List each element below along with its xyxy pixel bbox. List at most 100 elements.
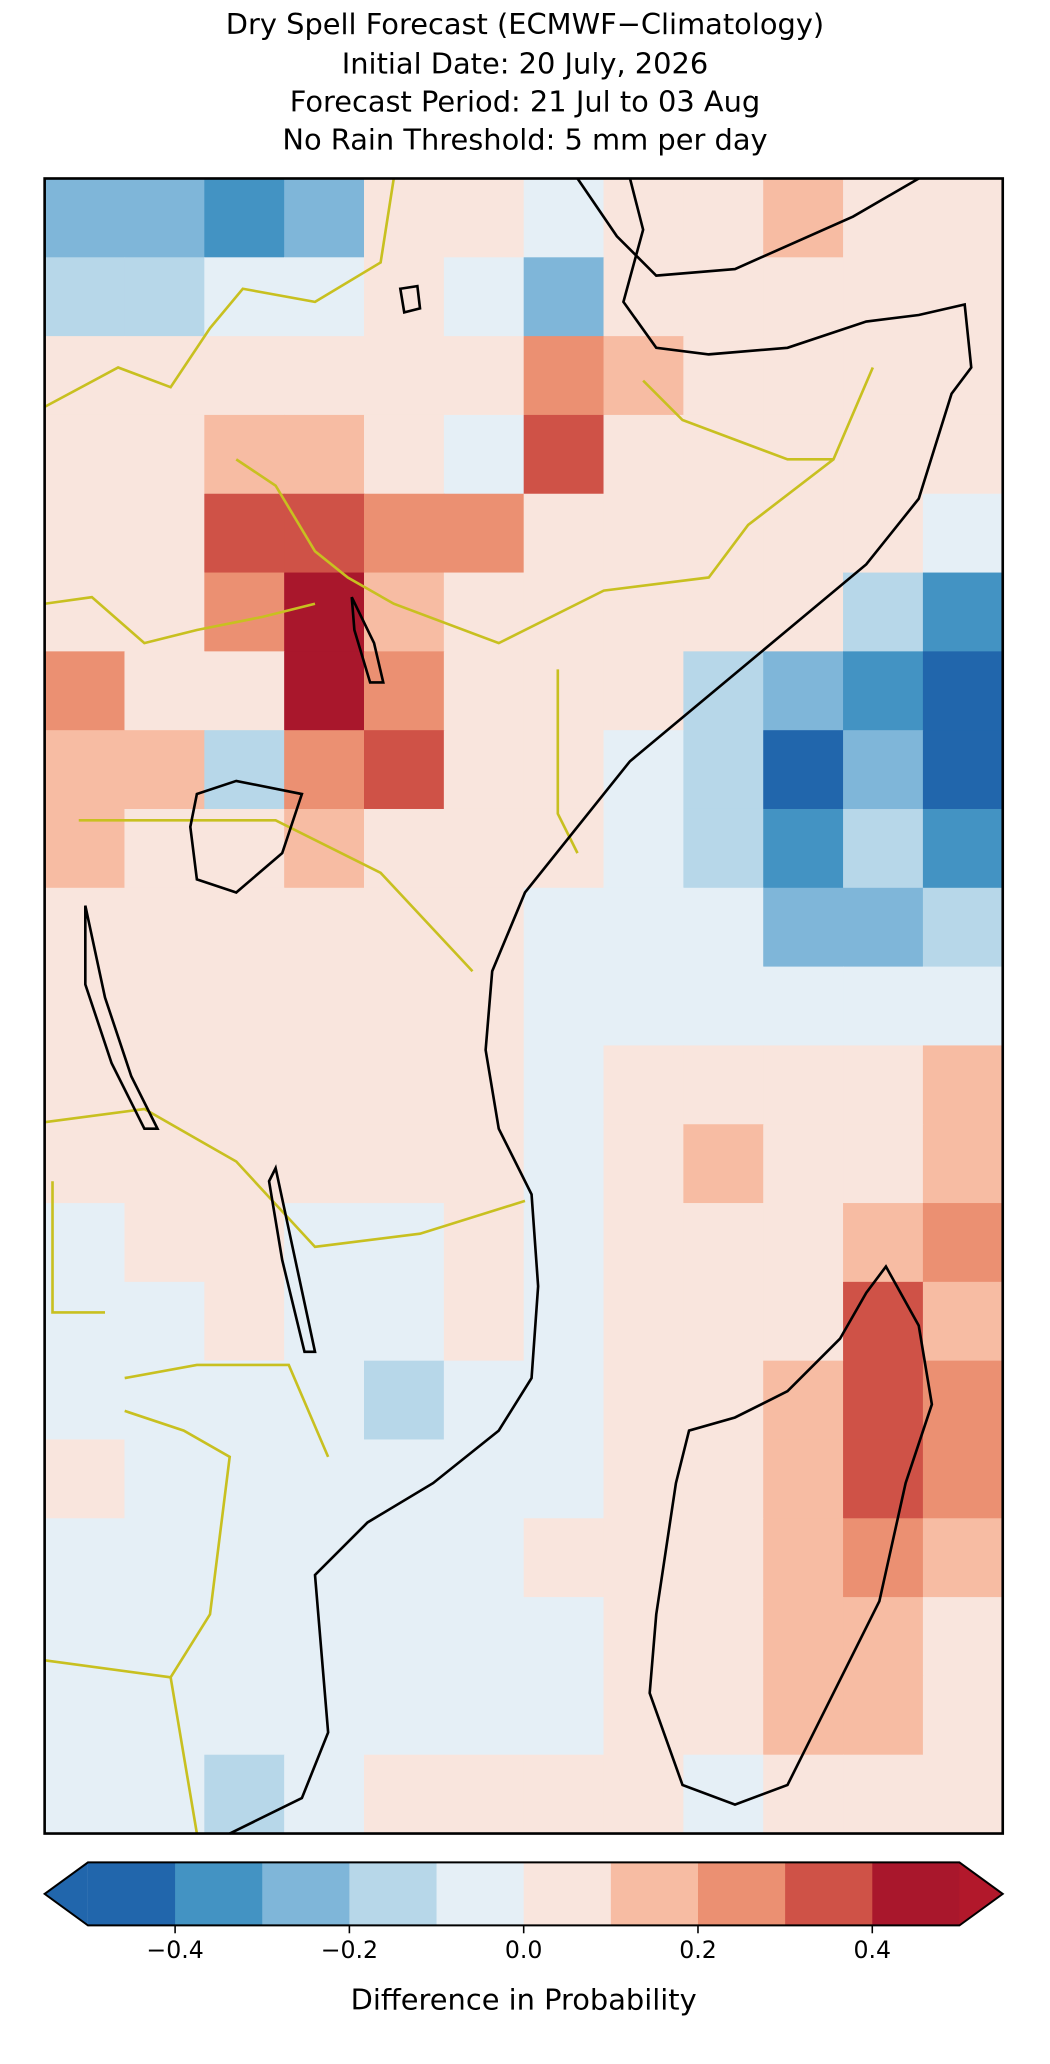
- cell: [683, 1675, 764, 1756]
- cell: [763, 808, 844, 889]
- cell: [683, 1518, 764, 1598]
- cell: [843, 1675, 924, 1756]
- cell: [603, 1518, 685, 1598]
- cell: [523, 178, 605, 258]
- cell: [284, 1597, 365, 1677]
- cell: [44, 730, 126, 810]
- cell: [763, 1281, 844, 1362]
- cell: [44, 257, 126, 337]
- cell: [204, 651, 285, 731]
- borders: [44, 178, 875, 1834]
- colorbar-bin: [87, 1862, 176, 1926]
- cell: [204, 493, 285, 574]
- cell: [204, 730, 285, 810]
- border: [124, 1363, 330, 1458]
- cell: [523, 1754, 605, 1835]
- cell: [44, 1439, 126, 1519]
- title-line: Dry Spell Forecast (ECMWF−Climatology): [226, 7, 824, 41]
- title-block: Dry Spell Forecast (ECMWF−Climatology) I…: [226, 7, 824, 156]
- field: [44, 178, 1004, 1835]
- cell: [843, 572, 924, 653]
- cell: [44, 572, 126, 653]
- cell: [124, 1281, 205, 1362]
- cell: [204, 414, 285, 495]
- cell: [763, 651, 844, 731]
- cell: [843, 178, 924, 258]
- cell: [603, 178, 685, 258]
- cell: [523, 336, 605, 416]
- cell: [124, 572, 205, 653]
- cell: [124, 1754, 205, 1835]
- cell: [284, 887, 365, 968]
- border: [235, 366, 875, 645]
- cell: [204, 1754, 285, 1835]
- cell: [284, 730, 365, 810]
- cell: [843, 1124, 924, 1204]
- cell: [843, 966, 924, 1047]
- cell: [683, 1360, 764, 1441]
- cell: [843, 730, 924, 810]
- cell: [922, 1203, 1004, 1283]
- cell: [922, 730, 1004, 810]
- cell: [364, 1754, 445, 1835]
- cell: [922, 1597, 1004, 1677]
- cell: [124, 1439, 205, 1519]
- cell: [364, 178, 445, 258]
- cell: [603, 414, 685, 495]
- cell: [284, 966, 365, 1047]
- cell: [763, 1124, 844, 1204]
- border: [169, 1677, 199, 1834]
- cell: [922, 336, 1004, 416]
- border: [44, 1409, 232, 1679]
- cell: [124, 1675, 205, 1756]
- cell: [443, 1124, 525, 1204]
- cell: [763, 1203, 844, 1283]
- cell: [603, 730, 685, 810]
- cell: [284, 1754, 365, 1835]
- colorbar-bin: [349, 1862, 438, 1926]
- cell: [922, 493, 1004, 574]
- cell: [683, 414, 764, 495]
- cell: [284, 1518, 365, 1598]
- cell: [763, 1045, 844, 1125]
- cell: [922, 887, 1004, 968]
- cell: [443, 257, 525, 337]
- title-line: No Rain Threshold: 5 mm per day: [282, 123, 767, 157]
- cell: [204, 887, 285, 968]
- cell: [683, 730, 764, 810]
- cell: [443, 808, 525, 889]
- colorbar-tick-label: 0.0: [505, 1936, 543, 1964]
- cell: [124, 1360, 205, 1441]
- cell: [443, 1439, 525, 1519]
- cell: [523, 808, 605, 889]
- cell: [683, 1754, 764, 1835]
- cell: [763, 1675, 844, 1756]
- cell: [124, 1597, 205, 1677]
- cell: [922, 1281, 1004, 1362]
- cell: [364, 1360, 445, 1441]
- cell: [843, 414, 924, 495]
- cell: [44, 1281, 126, 1362]
- cell: [443, 1203, 525, 1283]
- cell: [523, 1439, 605, 1519]
- border: [44, 178, 396, 409]
- border: [44, 1107, 526, 1249]
- cell: [843, 887, 924, 968]
- cell: [603, 1597, 685, 1677]
- colorbar-extend: [959, 1862, 1003, 1926]
- colorbar-bin: [523, 1862, 612, 1926]
- cell: [603, 1360, 685, 1441]
- cell: [364, 808, 445, 889]
- cell: [843, 1360, 924, 1441]
- cell: [523, 651, 605, 731]
- cell: [683, 1281, 764, 1362]
- cell: [364, 414, 445, 495]
- cell: [364, 1203, 445, 1283]
- cell: [523, 966, 605, 1047]
- colorbar-tick-label: 0.2: [679, 1936, 717, 1964]
- cell: [523, 1045, 605, 1125]
- cell: [683, 966, 764, 1047]
- cell: [523, 1518, 605, 1598]
- cell: [204, 1045, 285, 1125]
- cell: [683, 651, 764, 731]
